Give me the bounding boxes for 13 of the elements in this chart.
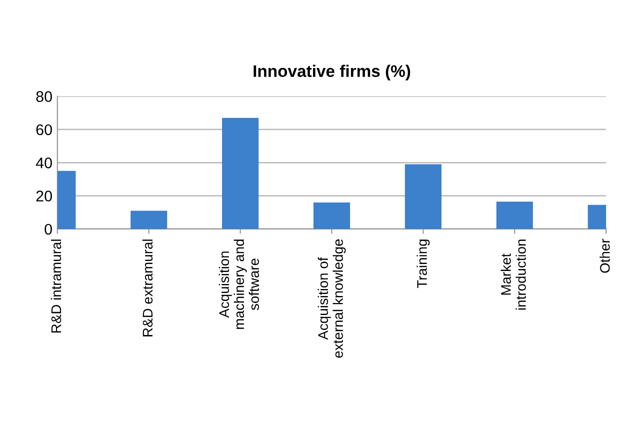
y-tick-label: 40 (36, 158, 52, 168)
x-tick-label: Other (600, 238, 610, 273)
x-tick-label: Market introduction (500, 240, 526, 310)
y-tick-label: 20 (36, 190, 52, 202)
chart-title: Innovative firms (%) (254, 64, 410, 80)
x-tick-label: Training (416, 240, 430, 288)
y-tick-label: 80 (36, 91, 52, 102)
x-tick-label: Acquisition of external knowledge (318, 239, 346, 358)
x-tick-label: R&D extramural (142, 240, 153, 336)
y-tick-label: 60 (36, 124, 52, 136)
x-tick-label: R&D intramural (50, 240, 62, 332)
x-tick-label: Acquisition machinery and software (218, 240, 259, 329)
y-tick-label: 0 (44, 224, 52, 235)
